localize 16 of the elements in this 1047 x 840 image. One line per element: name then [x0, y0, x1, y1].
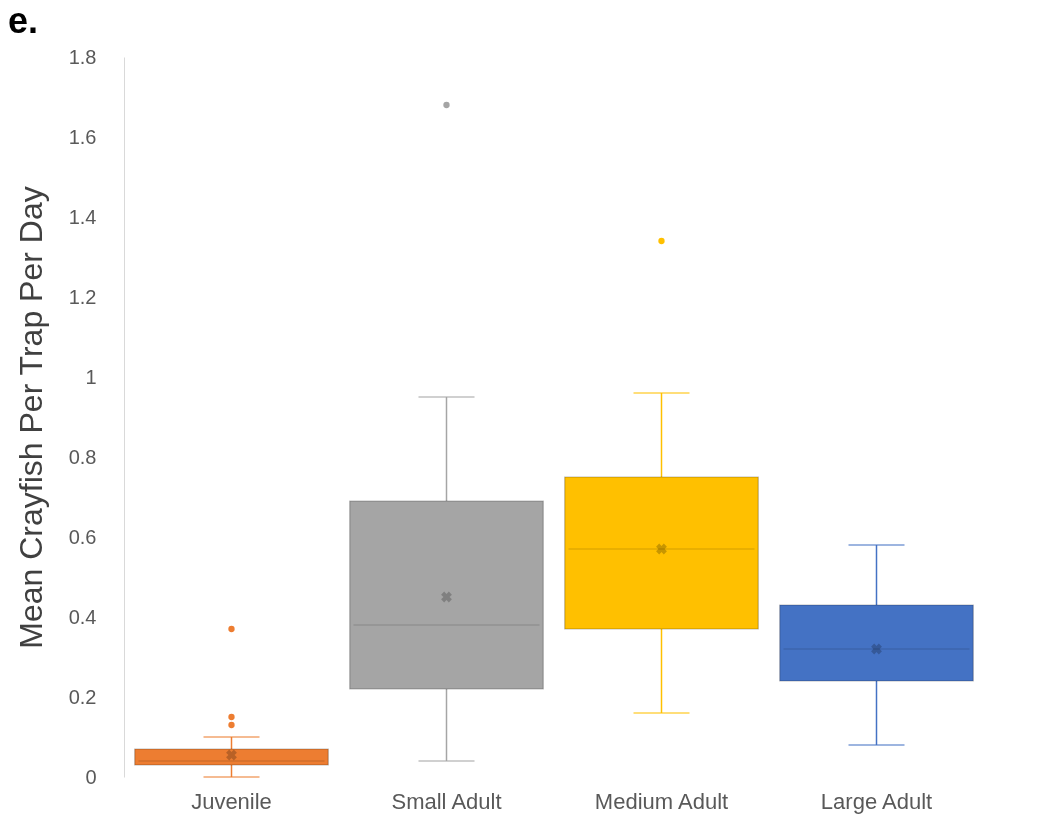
y-axis-title: Mean Crayfish Per Trap Per Day — [12, 186, 49, 649]
y-tick-label: 1.2 — [68, 285, 97, 308]
y-tick-label: 0.4 — [68, 605, 97, 628]
x-tick-label: Small Adult — [391, 788, 502, 814]
y-tick-label: 0.6 — [68, 525, 97, 548]
y-tick-label: 1.4 — [68, 205, 97, 228]
x-tick-label: Medium Adult — [594, 788, 729, 814]
y-tick-label: 1 — [85, 365, 97, 388]
x-tick-label: Large Adult — [820, 788, 933, 814]
y-tick-label: 1.6 — [68, 125, 97, 148]
text: e. — [8, 0, 39, 41]
y-tick-label: 0.2 — [68, 685, 97, 708]
x-tick-label: Juvenile — [191, 788, 272, 814]
y-tick-label: 0 — [85, 765, 97, 788]
y-tick-label: 0.8 — [68, 445, 97, 468]
y-tick-label: 1.8 — [68, 45, 97, 68]
